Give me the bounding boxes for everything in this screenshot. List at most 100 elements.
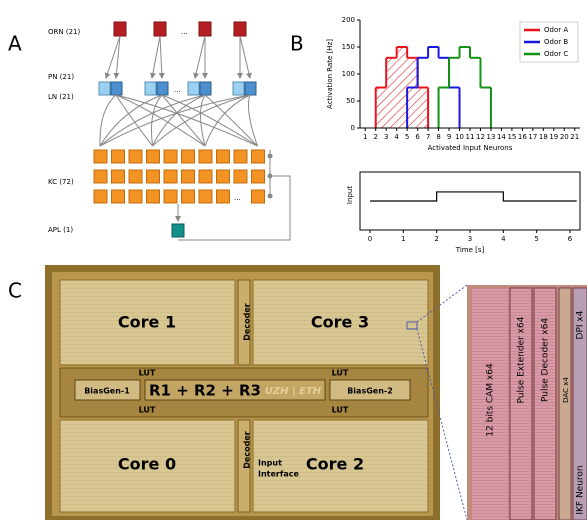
pn-node — [188, 82, 199, 95]
x-tick-label: 4 — [501, 235, 506, 243]
y-tick-label: 100 — [342, 70, 355, 78]
figure: A B C ORN (21) PN (21) LN (21) KC (72) A… — [0, 0, 587, 520]
pn-node — [99, 82, 110, 95]
step-bar — [449, 58, 459, 128]
interface-label: Input — [258, 459, 282, 468]
edge — [116, 95, 153, 146]
legend-label: Odor B — [544, 38, 568, 46]
chip-photo: Core 1 Core 3 Core 0 Core 2 Decoder Deco… — [45, 265, 587, 520]
x-tick-label: 18 — [539, 133, 548, 141]
x-tick-label: 16 — [518, 133, 527, 141]
kc-node — [112, 150, 125, 163]
panel-label: A — [8, 32, 22, 56]
kc-node — [252, 170, 265, 183]
kc-node — [234, 150, 247, 163]
routers-label: R1 + R2 + R3 — [149, 382, 261, 400]
core-label: Core 3 — [311, 313, 369, 332]
kc-node — [94, 190, 107, 203]
x-tick-label: 19 — [549, 133, 558, 141]
x-tick-label: 7 — [426, 133, 430, 141]
x-tick-label: 15 — [507, 133, 516, 141]
ellipsis: ... — [174, 86, 181, 94]
ellipsis: ... — [234, 194, 241, 202]
ln-node — [245, 82, 256, 95]
y-tick-label: 0 — [351, 124, 355, 132]
ln-node — [200, 82, 211, 95]
kc-node — [182, 170, 195, 183]
y-tick-label: 150 — [342, 43, 355, 51]
kc-node — [147, 150, 160, 163]
layer-label: APL (1) — [48, 226, 73, 234]
network-diagram: ORN (21) PN (21) LN (21) KC (72) APL (1)… — [48, 22, 290, 240]
edge — [116, 95, 205, 146]
x-tick-label: 6 — [568, 235, 573, 243]
step-bar — [439, 58, 449, 128]
layer-label: PN (21) — [48, 73, 74, 81]
zoom-label: DAC x4 — [562, 377, 570, 403]
panel-label: C — [8, 279, 22, 303]
layer-label: LN (21) — [48, 93, 74, 101]
edge — [178, 176, 290, 240]
layer-label: KC (72) — [48, 178, 74, 186]
y-tick-label: 200 — [342, 16, 355, 24]
zoom-label: IKF Neuron — [576, 465, 586, 514]
biasgen-label: BiasGen-1 — [84, 387, 130, 396]
step-bar — [460, 47, 470, 128]
x-tick-label: 9 — [447, 133, 451, 141]
kc-node — [129, 150, 142, 163]
kc-node — [182, 190, 195, 203]
x-tick-label: 12 — [476, 133, 485, 141]
kc-node — [94, 150, 107, 163]
kc-node — [129, 170, 142, 183]
x-tick-label: 17 — [528, 133, 537, 141]
logo: UZH | ETH — [265, 386, 322, 397]
edge — [100, 95, 250, 146]
x-tick-label: 1 — [363, 133, 367, 141]
kc-node — [129, 190, 142, 203]
kc-node — [182, 150, 195, 163]
step-bar — [418, 88, 428, 129]
y-tick-label: 50 — [346, 97, 355, 105]
kc-node — [217, 150, 230, 163]
x-tick-label: 2 — [373, 133, 377, 141]
lut-label: LUT — [332, 406, 349, 415]
kc-node — [234, 170, 247, 183]
apl-node — [172, 224, 184, 237]
x-tick-label: 2 — [434, 235, 438, 243]
layer-label: ORN (21) — [48, 28, 80, 36]
x-tick-label: 4 — [394, 133, 399, 141]
x-tick-label: 10 — [455, 133, 464, 141]
zoom-column — [559, 288, 571, 520]
x-tick-label: 0 — [368, 235, 372, 243]
x-tick-label: 8 — [436, 133, 440, 141]
x-tick-label: 3 — [384, 133, 388, 141]
ellipsis: ... — [181, 28, 188, 36]
kc-node — [112, 170, 125, 183]
input-line — [370, 192, 577, 201]
step-bar — [386, 58, 396, 128]
x-tick-label: 21 — [570, 133, 579, 141]
zoom-label: DPI x4 — [576, 310, 586, 339]
pn-node — [233, 82, 244, 95]
x-tick-label: 20 — [560, 133, 569, 141]
kc-node — [164, 170, 177, 183]
edge — [201, 95, 206, 146]
edge — [240, 36, 250, 78]
zoom-label: Pulse Decoder x64 — [541, 318, 551, 402]
edge — [160, 36, 162, 78]
x-tick-label: 1 — [401, 235, 405, 243]
orn-node — [154, 22, 166, 36]
panel-label: B — [290, 32, 304, 56]
y-axis-label: Input — [346, 186, 354, 204]
lut-label: LUT — [139, 369, 156, 378]
x-tick-label: 6 — [415, 133, 420, 141]
kc-node — [217, 170, 230, 183]
edge — [153, 95, 251, 146]
x-tick-label: 3 — [468, 235, 472, 243]
biasgen-label: BiasGen-2 — [347, 387, 393, 396]
lut-label: LUT — [332, 369, 349, 378]
orn-node — [114, 22, 126, 36]
step-bar — [480, 88, 490, 129]
core-label: Core 1 — [118, 313, 176, 332]
step-bar — [397, 47, 407, 128]
